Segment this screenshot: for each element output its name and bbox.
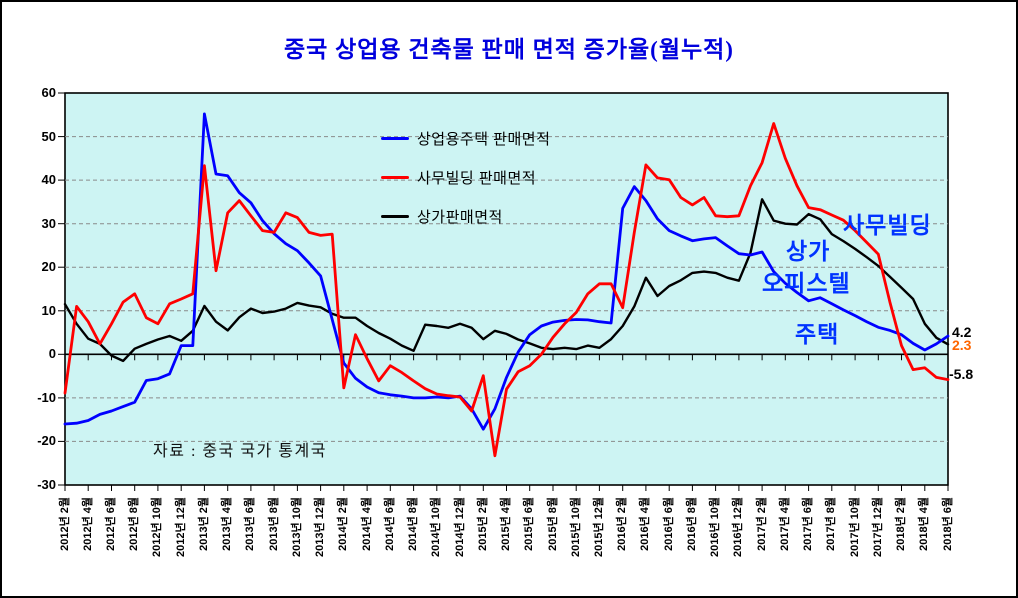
- x-tick-label: 2012년 8월: [128, 497, 141, 551]
- chart-title: 중국 상업용 건축물 판매 면적 증가율(월누적): [284, 37, 734, 62]
- legend-label-residential: 상업용주택 판매면적: [417, 131, 551, 148]
- y-tick-label: 20: [41, 259, 56, 274]
- chart-legend: 상업용주택 판매면적 사무빌딩 판매면적 상가판매면적: [381, 119, 550, 236]
- x-tick-label: 2014년 6월: [383, 497, 396, 551]
- annotation-housing: 주택: [795, 321, 840, 347]
- x-tick-label: 2013년 6월: [244, 497, 257, 551]
- x-tick-label: 2013년 8월: [267, 497, 280, 551]
- x-tick-label: 2014년 4월: [360, 497, 373, 551]
- x-tick-label: 2016년 6월: [662, 497, 675, 551]
- x-tick-label: 2017년 6월: [802, 497, 815, 551]
- y-tick-label: -20: [37, 433, 56, 448]
- x-tick-label: 2014년 2월: [337, 497, 350, 551]
- x-tick-label: 2015년 2월: [476, 497, 489, 551]
- x-tick-label: 2012년 10월: [151, 497, 164, 558]
- y-tick-label: -30: [37, 477, 56, 492]
- x-tick-label: 2013년 4월: [221, 497, 234, 551]
- x-tick-label: 2013년 2월: [197, 497, 210, 551]
- legend-line-sample-residential: [381, 137, 409, 140]
- y-tick-label: 0: [48, 346, 56, 361]
- x-tick-label: 2017년 2월: [755, 497, 768, 551]
- x-tick-label: 2016년 10월: [709, 497, 722, 558]
- annotation-retail: 상가: [786, 238, 831, 264]
- x-tick-label: 2013년 12월: [314, 497, 327, 558]
- y-tick-label: 40: [41, 172, 56, 187]
- x-tick-label: 2018년 6월: [941, 497, 954, 551]
- x-tick-label: 2012년 4월: [81, 497, 94, 551]
- x-tick-label: 2012년 6월: [105, 497, 117, 551]
- legend-item-retail: 상가판매면적: [381, 197, 550, 236]
- x-tick-label: 2015년 6월: [523, 497, 536, 551]
- y-tick-label: 10: [41, 303, 56, 318]
- end-value-retail: 2.3: [952, 337, 972, 353]
- y-tick-label: 50: [41, 129, 56, 144]
- y-tick-label: 60: [41, 85, 56, 100]
- x-tick-label: 2013년 10월: [290, 497, 303, 558]
- x-tick-label: 2017년 12월: [871, 497, 884, 558]
- x-tick-label: 2017년 10월: [848, 497, 861, 558]
- x-tick-label: 2014년 12월: [453, 497, 466, 558]
- legend-label-office: 사무빌딩 판매면적: [417, 170, 537, 187]
- series-line-residential: [63, 112, 950, 431]
- legend-line-sample-retail: [381, 215, 409, 218]
- x-tick-label: 2012년 2월: [58, 497, 71, 551]
- end-value-residential: 4.2: [952, 324, 972, 340]
- x-tick-label: 2014년 8월: [407, 497, 420, 551]
- x-tick-label: 2015년 4월: [500, 497, 512, 551]
- x-tick-label: 2016년 12월: [732, 497, 745, 558]
- x-tick-label: 2016년 2월: [616, 497, 629, 551]
- series-line-retail: [63, 198, 950, 363]
- legend-item-office: 사무빌딩 판매면적: [381, 158, 550, 197]
- legend-line-sample-office: [381, 176, 409, 179]
- y-tick-label: 30: [41, 216, 56, 231]
- x-tick-label: 2015년 12월: [592, 497, 605, 558]
- x-tick-label: 2012년 12월: [174, 497, 187, 558]
- y-tick-label: -10: [37, 390, 56, 405]
- x-tick-label: 2017년 8월: [825, 497, 838, 551]
- x-tick-label: 2015년 8월: [546, 497, 559, 551]
- series-line-office: [63, 122, 950, 458]
- x-tick-label: 2018년 2월: [895, 497, 907, 551]
- x-tick-label: 2015년 10월: [569, 497, 582, 558]
- x-tick-label: 2018년 4월: [918, 497, 931, 551]
- legend-label-retail: 상가판매면적: [417, 209, 503, 226]
- x-tick-label: 2016년 4월: [639, 497, 652, 551]
- source-note: 자료 : 중국 국가 통계국: [153, 443, 327, 460]
- legend-item-residential: 상업용주택 판매면적: [381, 119, 550, 158]
- x-tick-label: 2014년 10월: [430, 497, 443, 558]
- x-tick-label: 2016년 8월: [685, 497, 698, 551]
- end-value-office: -5.8: [949, 366, 974, 382]
- x-tick-label: 2017년 4월: [778, 497, 791, 551]
- annotation-officetel: 오피스텔: [762, 270, 851, 296]
- annotation-office: 사무빌딩: [843, 212, 932, 238]
